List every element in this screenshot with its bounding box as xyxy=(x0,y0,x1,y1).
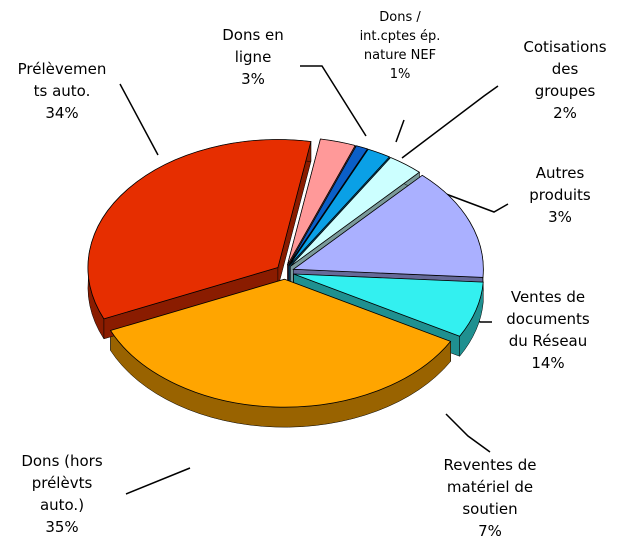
category-label: Dons / int.cptes ép. nature NEF xyxy=(359,10,441,63)
slice xyxy=(293,273,484,337)
slice-tops xyxy=(87,138,484,408)
leader-lines xyxy=(119,65,509,495)
category-label: Ventes de documents du Réseau xyxy=(506,288,590,350)
value-label: 3% xyxy=(548,208,572,226)
category-label: Prélèvemen ts auto. xyxy=(17,60,107,100)
slice-label: Autres produits 3% xyxy=(529,162,590,228)
value-label: 14% xyxy=(531,354,565,372)
slice-label: Dons / int.cptes ép. nature NEF 1% xyxy=(360,8,441,84)
leader-line xyxy=(401,85,499,159)
slice-label: Ventes de documents du Réseau 14% xyxy=(506,286,590,374)
leader-line xyxy=(395,119,405,143)
slice-label: Reventes de matériel de soutien 7% xyxy=(443,454,536,542)
slice xyxy=(109,278,452,408)
leader-line xyxy=(445,413,491,453)
category-label: Autres produits xyxy=(529,164,591,204)
slice xyxy=(288,145,369,266)
slice xyxy=(287,138,356,266)
leader-line xyxy=(119,83,159,156)
leader-line xyxy=(125,467,191,495)
slice xyxy=(87,139,312,320)
slice-label: Prélèvemen ts auto. 34% xyxy=(18,58,107,124)
slice-label: Cotisations des groupes 2% xyxy=(523,36,606,124)
category-label: Dons (hors prélèvts auto.) xyxy=(21,452,103,514)
value-label: 2% xyxy=(553,104,577,122)
slice-label: Dons en ligne 3% xyxy=(222,24,284,90)
category-label: Reventes de matériel de soutien xyxy=(443,456,537,518)
value-label: 1% xyxy=(389,67,411,82)
value-label: 35% xyxy=(45,518,79,536)
value-label: 3% xyxy=(241,70,265,88)
slice xyxy=(290,157,421,267)
slice xyxy=(288,148,391,266)
slice-label: Dons (hors prélèvts auto.) 35% xyxy=(21,450,102,538)
value-label: 7% xyxy=(478,522,502,540)
value-label: 34% xyxy=(45,104,79,122)
slice xyxy=(292,174,484,278)
leader-line xyxy=(300,65,367,137)
category-label: Dons en ligne xyxy=(222,26,284,66)
category-label: Cotisations des groupes xyxy=(523,38,607,100)
leader-line xyxy=(429,187,509,213)
